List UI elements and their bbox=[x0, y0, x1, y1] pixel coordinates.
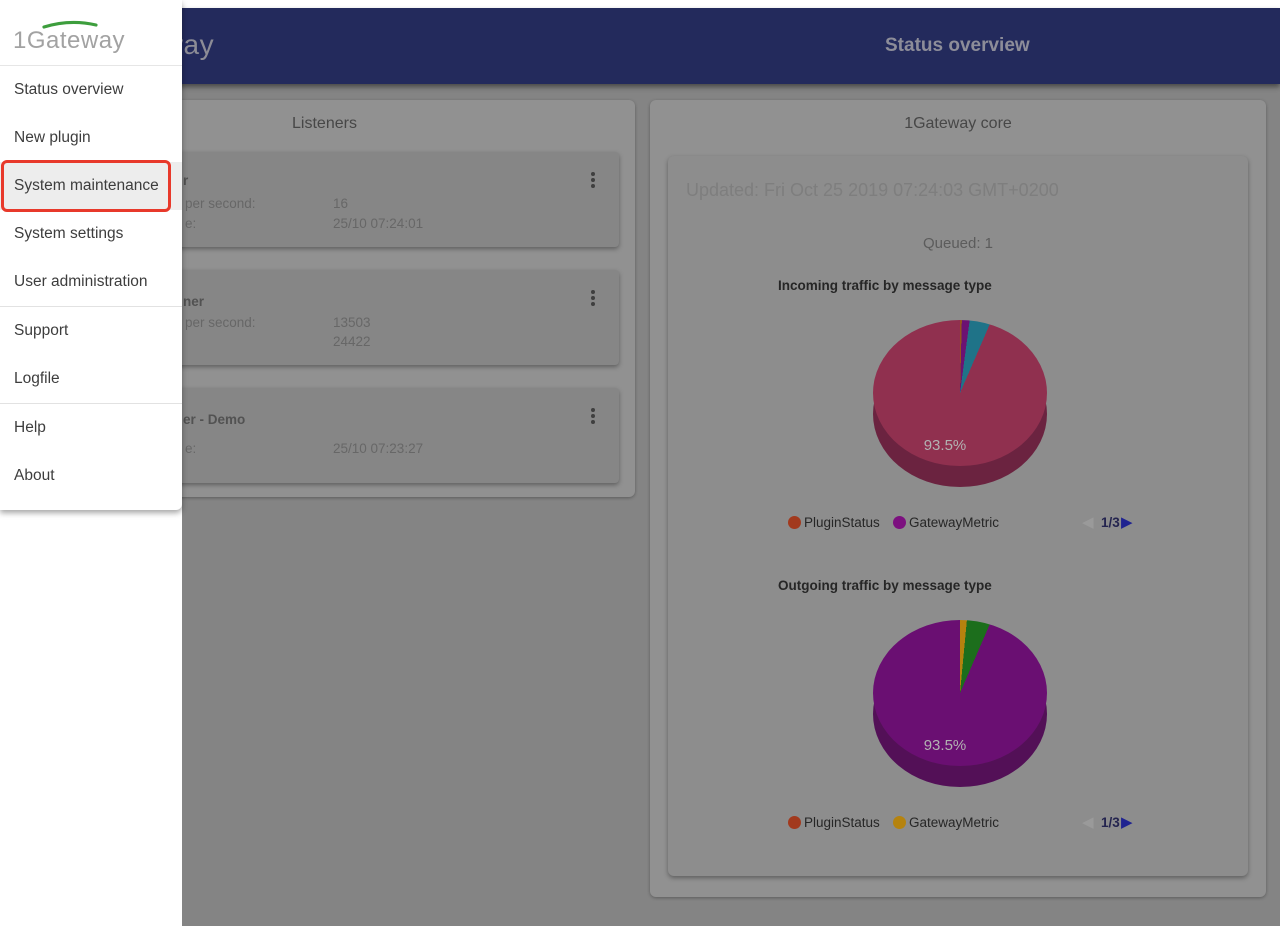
legend-label: GatewayMetric bbox=[909, 515, 1000, 530]
kebab-menu-icon[interactable] bbox=[581, 402, 605, 430]
gateway-core-panel: 1Gateway core Updated: Fri Oct 25 2019 0… bbox=[650, 100, 1266, 897]
menu-item-new-plugin[interactable]: New plugin bbox=[14, 129, 91, 146]
menu-item-label: System maintenance bbox=[14, 177, 159, 194]
listener-row-value: 13503 bbox=[333, 315, 371, 330]
legend-dot bbox=[893, 816, 906, 829]
incoming-traffic-pie-chart: 93.5% bbox=[873, 320, 1047, 487]
legend-page-indicator: 1/3 bbox=[1101, 815, 1120, 830]
menu-item-user-administration[interactable]: User administration bbox=[14, 273, 148, 290]
listener-name: r bbox=[183, 173, 189, 188]
legend-label: PluginStatus bbox=[804, 815, 880, 830]
gateway-core-card: Updated: Fri Oct 25 2019 07:24:03 GMT+02… bbox=[668, 156, 1248, 876]
pie-percentage-label: 93.5% bbox=[923, 437, 967, 454]
legend-next-page-icon[interactable]: ▶ bbox=[1121, 514, 1133, 531]
menu-item-about[interactable]: About bbox=[14, 467, 55, 484]
listener-row-value: 16 bbox=[333, 196, 349, 211]
menu-divider bbox=[0, 403, 182, 404]
updated-timestamp: Updated: Fri Oct 25 2019 07:24:03 GMT+02… bbox=[686, 180, 1059, 200]
menu-item-help[interactable]: Help bbox=[14, 419, 46, 436]
kebab-menu-icon[interactable] bbox=[581, 284, 605, 312]
legend-prev-page-icon[interactable]: ◀ bbox=[1082, 514, 1094, 531]
menu-divider bbox=[0, 306, 182, 307]
queued-count: Queued: 1 bbox=[922, 235, 994, 252]
incoming-chart-title: Incoming traffic by message type bbox=[778, 278, 992, 293]
dimmed-content-area: Listeners r per second: 16 e: 25/10 07:2… bbox=[0, 84, 1280, 926]
legend-dot bbox=[788, 516, 801, 529]
sidebar-logo: 1Gateway bbox=[0, 0, 182, 66]
incoming-chart-legend: PluginStatus GatewayMetric ◀ 1/3 ▶ bbox=[668, 513, 1248, 533]
app-header: 1Gateway Status overview bbox=[0, 8, 1280, 84]
gateway-core-title: 1Gateway core bbox=[904, 115, 1012, 132]
menu-item-status-overview[interactable]: Status overview bbox=[14, 81, 124, 98]
listener-row-label: e: bbox=[185, 216, 197, 231]
legend-dot bbox=[788, 816, 801, 829]
kebab-menu-icon[interactable] bbox=[581, 166, 605, 194]
legend-next-page-icon[interactable]: ▶ bbox=[1121, 814, 1133, 831]
menu-item-system-settings[interactable]: System settings bbox=[14, 225, 124, 242]
listeners-title: Listeners bbox=[292, 115, 357, 132]
outgoing-chart-legend: PluginStatus GatewayMetric ◀ 1/3 ▶ bbox=[668, 813, 1248, 833]
menu-item-support[interactable]: Support bbox=[14, 322, 69, 339]
menu-item-logfile[interactable]: Logfile bbox=[14, 370, 60, 387]
pie-slices bbox=[873, 620, 1047, 766]
navigation-menu-sheet: 1Gateway Status overview New plugin Syst… bbox=[0, 0, 182, 510]
logo-green-arc-icon bbox=[42, 20, 98, 29]
listener-row-label: e: bbox=[185, 441, 197, 456]
menu-item-system-maintenance[interactable]: System maintenance bbox=[0, 160, 182, 212]
listener-row-value: 24422 bbox=[333, 334, 371, 349]
pie-percentage-label: 93.5% bbox=[923, 737, 967, 754]
sidebar-logo-text: 1Gateway bbox=[13, 27, 126, 54]
listener-row-label: per second: bbox=[185, 196, 256, 211]
navigation-drawer: 1Gateway Status overview New plugin Syst… bbox=[0, 0, 182, 926]
outgoing-traffic-pie-chart: 93.5% bbox=[873, 620, 1047, 787]
legend-dot bbox=[893, 516, 906, 529]
pie-slices bbox=[873, 320, 1047, 466]
listener-name: ner bbox=[183, 294, 205, 309]
listener-row-value: 25/10 07:23:27 bbox=[333, 441, 424, 456]
legend-label: PluginStatus bbox=[804, 515, 880, 530]
menu-list: Status overview New plugin System mainte… bbox=[0, 66, 182, 500]
listener-name: er - Demo bbox=[183, 412, 246, 427]
listener-row-label: per second: bbox=[185, 315, 256, 330]
legend-label: GatewayMetric bbox=[909, 815, 1000, 830]
outgoing-chart-title: Outgoing traffic by message type bbox=[778, 578, 992, 593]
page-title: Status overview bbox=[885, 35, 1030, 56]
legend-page-indicator: 1/3 bbox=[1101, 515, 1120, 530]
listener-row-value: 25/10 07:24:01 bbox=[333, 216, 424, 231]
legend-prev-page-icon[interactable]: ◀ bbox=[1082, 814, 1094, 831]
